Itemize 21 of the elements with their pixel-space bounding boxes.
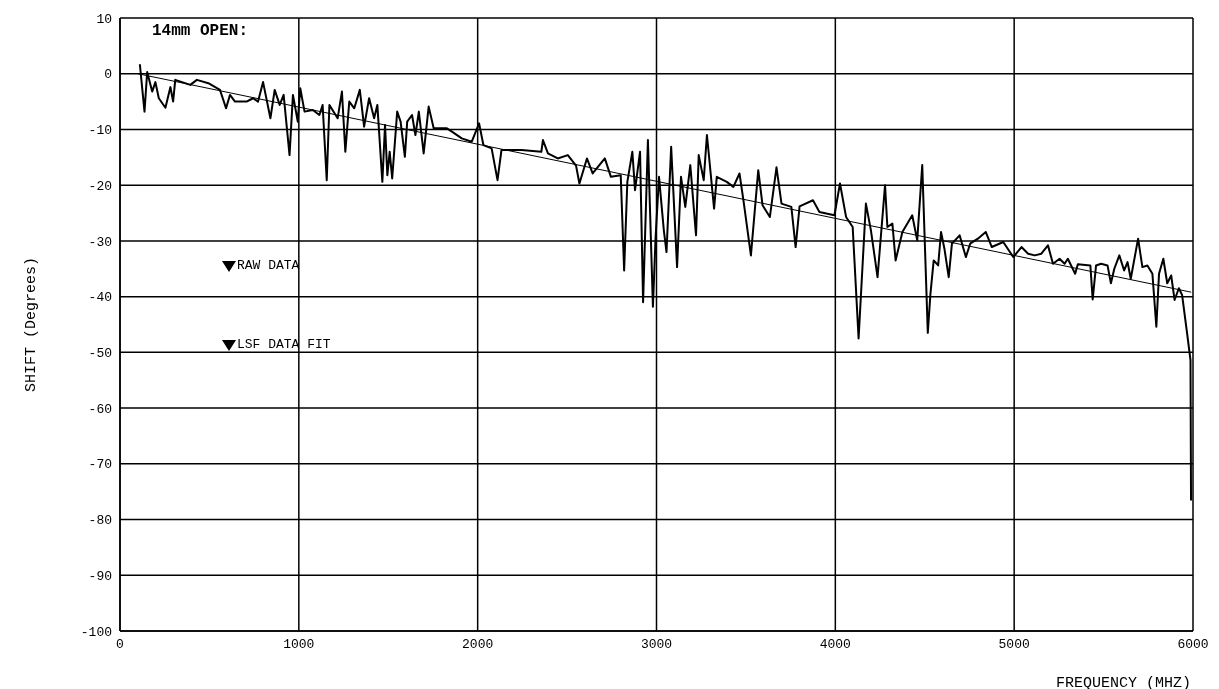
x-tick-label: 4000 xyxy=(819,637,851,653)
x-tick-label: 0 xyxy=(116,637,124,653)
y-tick-label: 0 xyxy=(104,67,112,83)
y-tick-label: 10 xyxy=(96,11,112,27)
y-tick-label: -20 xyxy=(88,178,112,194)
y-tick-label: -30 xyxy=(88,234,112,250)
x-tick-label: 1000 xyxy=(283,637,315,653)
x-tick-label: 3000 xyxy=(640,637,673,653)
y-axis-title: SHIFT (Degrees) xyxy=(23,256,41,393)
x-tick-label: 2000 xyxy=(462,637,494,653)
y-tick-label: -10 xyxy=(88,123,112,139)
y-tick-label: -60 xyxy=(88,401,112,417)
y-tick-label: -90 xyxy=(88,568,112,584)
chart-title: 14mm OPEN: xyxy=(150,22,251,40)
y-tick-label: -100 xyxy=(80,624,112,640)
y-tick-label: -40 xyxy=(88,290,112,306)
x-tick-label: 6000 xyxy=(1177,637,1209,653)
y-tick-label: -50 xyxy=(88,345,112,361)
y-tick-label: -70 xyxy=(88,457,112,473)
y-tick-label: -80 xyxy=(88,513,112,529)
x-tick-label: 5000 xyxy=(998,637,1030,653)
